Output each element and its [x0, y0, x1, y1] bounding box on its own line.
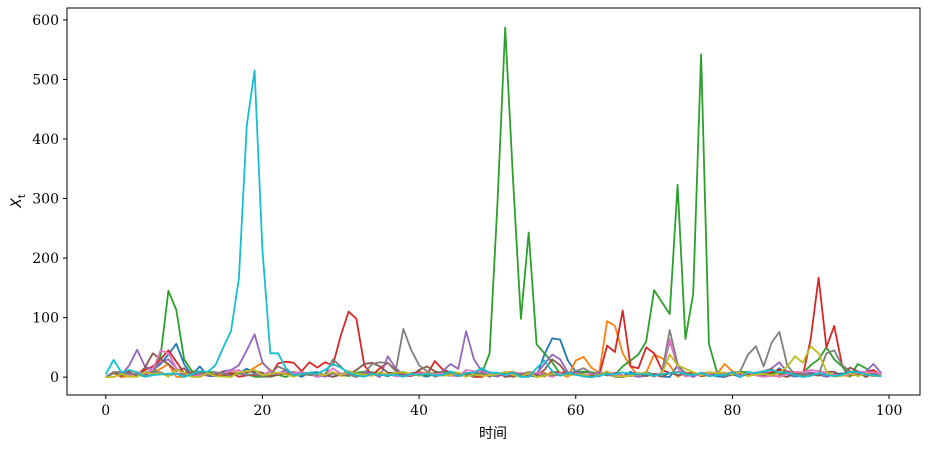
- series-line-9: [105, 345, 882, 378]
- y-tick-label: 600: [32, 13, 59, 29]
- y-tick-label: 500: [32, 72, 59, 88]
- x-tick-label: 60: [567, 403, 585, 419]
- y-tick-label: 0: [50, 370, 59, 386]
- x-tick-label: 20: [254, 403, 272, 419]
- x-axis-label: 时间: [479, 426, 507, 442]
- y-axis: 0 100 200 300 400 500 600: [32, 13, 67, 386]
- series-line-10: [105, 69, 882, 378]
- x-tick-label: 0: [101, 403, 110, 419]
- y-tick-label: 200: [32, 251, 59, 267]
- series-layer: [105, 26, 882, 378]
- y-tick-label: 100: [32, 311, 59, 327]
- y-tick-label: 400: [32, 132, 59, 148]
- x-axis: 0 20 40 60 80 100: [101, 395, 902, 419]
- axes-frame: [66, 7, 921, 396]
- plot-area: [66, 7, 921, 396]
- y-tick-label: 300: [32, 192, 59, 208]
- x-tick-label: 80: [723, 403, 741, 419]
- x-tick-label: 100: [876, 403, 903, 419]
- x-tick-label: 40: [410, 403, 428, 419]
